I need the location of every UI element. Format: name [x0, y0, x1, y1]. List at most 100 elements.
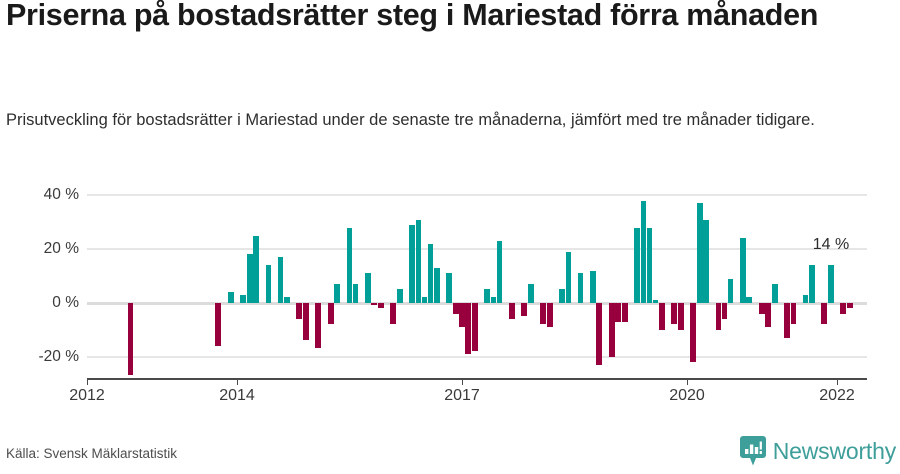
bar — [828, 265, 834, 303]
bar — [446, 273, 453, 303]
bar — [696, 203, 703, 303]
bar-series — [87, 190, 867, 378]
bar — [490, 297, 497, 303]
bar — [528, 284, 534, 303]
bar — [809, 265, 816, 303]
x-tick-label: 2020 — [669, 387, 705, 404]
x-tick — [837, 378, 838, 385]
bar — [240, 294, 246, 303]
bar — [565, 251, 572, 303]
bar — [546, 302, 553, 327]
bar — [378, 302, 384, 309]
plot-area — [87, 190, 867, 378]
bar — [303, 302, 309, 341]
page-title: Priserna på bostadsrätter steg i Mariest… — [6, 0, 819, 32]
bar — [558, 289, 565, 303]
bar — [659, 302, 666, 330]
bar — [453, 302, 459, 314]
bar — [465, 302, 471, 354]
bar — [702, 219, 709, 303]
bar — [633, 227, 640, 303]
x-tick-label: 2014 — [219, 387, 255, 404]
bar — [783, 302, 790, 338]
source-note: Källa: Svensk Mäklarstatistik — [6, 446, 178, 461]
bar — [771, 284, 778, 303]
x-tick-label: 2022 — [819, 387, 855, 404]
bar — [215, 302, 222, 346]
value-annotation: 14 % — [812, 236, 850, 254]
y-axis-labels: -20 % 0 % 20 % 40 % — [0, 186, 80, 378]
brand-name: Newsworthy — [772, 437, 896, 464]
bar — [327, 302, 334, 325]
chart-footer: Källa: Svensk Mäklarstatistik Newsworthy — [0, 436, 900, 474]
x-tick — [237, 378, 238, 385]
bar — [421, 297, 428, 303]
y-tick-label: 40 % — [43, 186, 79, 204]
bar — [246, 254, 253, 303]
bar — [678, 302, 684, 330]
bar — [427, 243, 434, 303]
bar — [252, 235, 259, 303]
bar — [352, 284, 359, 303]
bar — [615, 302, 621, 322]
bar — [365, 273, 372, 303]
brand-logo[interactable]: Newsworthy — [739, 436, 896, 466]
y-tick-label: -20 % — [38, 347, 80, 365]
bar — [127, 302, 134, 376]
bar — [228, 292, 234, 303]
bar — [715, 302, 722, 330]
bar — [759, 302, 765, 314]
bar — [483, 289, 490, 303]
gridline-20 — [87, 248, 867, 251]
bar-chart: -20 % 0 % 20 % 40 % 2012 2014 2017 2020 2022 14… — [0, 186, 900, 415]
bar — [265, 265, 272, 303]
bar — [596, 302, 603, 365]
bar — [315, 302, 321, 349]
bar — [802, 294, 809, 303]
bar — [646, 227, 653, 303]
bar — [509, 302, 516, 319]
bar — [459, 302, 465, 327]
bar — [846, 302, 853, 309]
bar — [284, 297, 291, 303]
bar — [727, 278, 734, 303]
bar — [277, 257, 284, 303]
bar — [765, 302, 771, 327]
bar — [540, 302, 546, 325]
gridline--20 — [87, 355, 867, 358]
bar — [496, 241, 503, 303]
bar — [690, 302, 696, 362]
bar — [434, 267, 441, 303]
bar — [740, 238, 747, 303]
bar — [415, 219, 422, 303]
bar — [390, 302, 396, 325]
bar — [371, 302, 378, 306]
x-tick — [462, 378, 463, 385]
x-tick-label: 2012 — [69, 387, 105, 404]
bar — [521, 302, 528, 317]
bar — [609, 302, 615, 357]
x-axis-line — [87, 378, 867, 380]
bar — [590, 270, 597, 303]
bar — [821, 302, 828, 325]
bar — [333, 284, 340, 303]
bar — [790, 302, 797, 325]
bar — [577, 273, 584, 303]
x-tick — [687, 378, 688, 385]
y-tick-label: 0 % — [52, 293, 79, 311]
bar — [296, 302, 303, 319]
gridline-40 — [87, 194, 867, 197]
x-tick — [87, 378, 88, 385]
bar — [640, 200, 647, 303]
bar — [471, 302, 478, 352]
bar — [746, 297, 753, 303]
x-tick-label: 2017 — [444, 387, 480, 404]
chart-subtitle: Prisutveckling för bostadsrätter i Marie… — [6, 111, 815, 129]
bar — [346, 227, 353, 303]
bar — [721, 302, 728, 319]
bar — [396, 289, 403, 303]
bar — [621, 302, 628, 322]
bar — [408, 224, 415, 303]
bar — [652, 300, 659, 303]
